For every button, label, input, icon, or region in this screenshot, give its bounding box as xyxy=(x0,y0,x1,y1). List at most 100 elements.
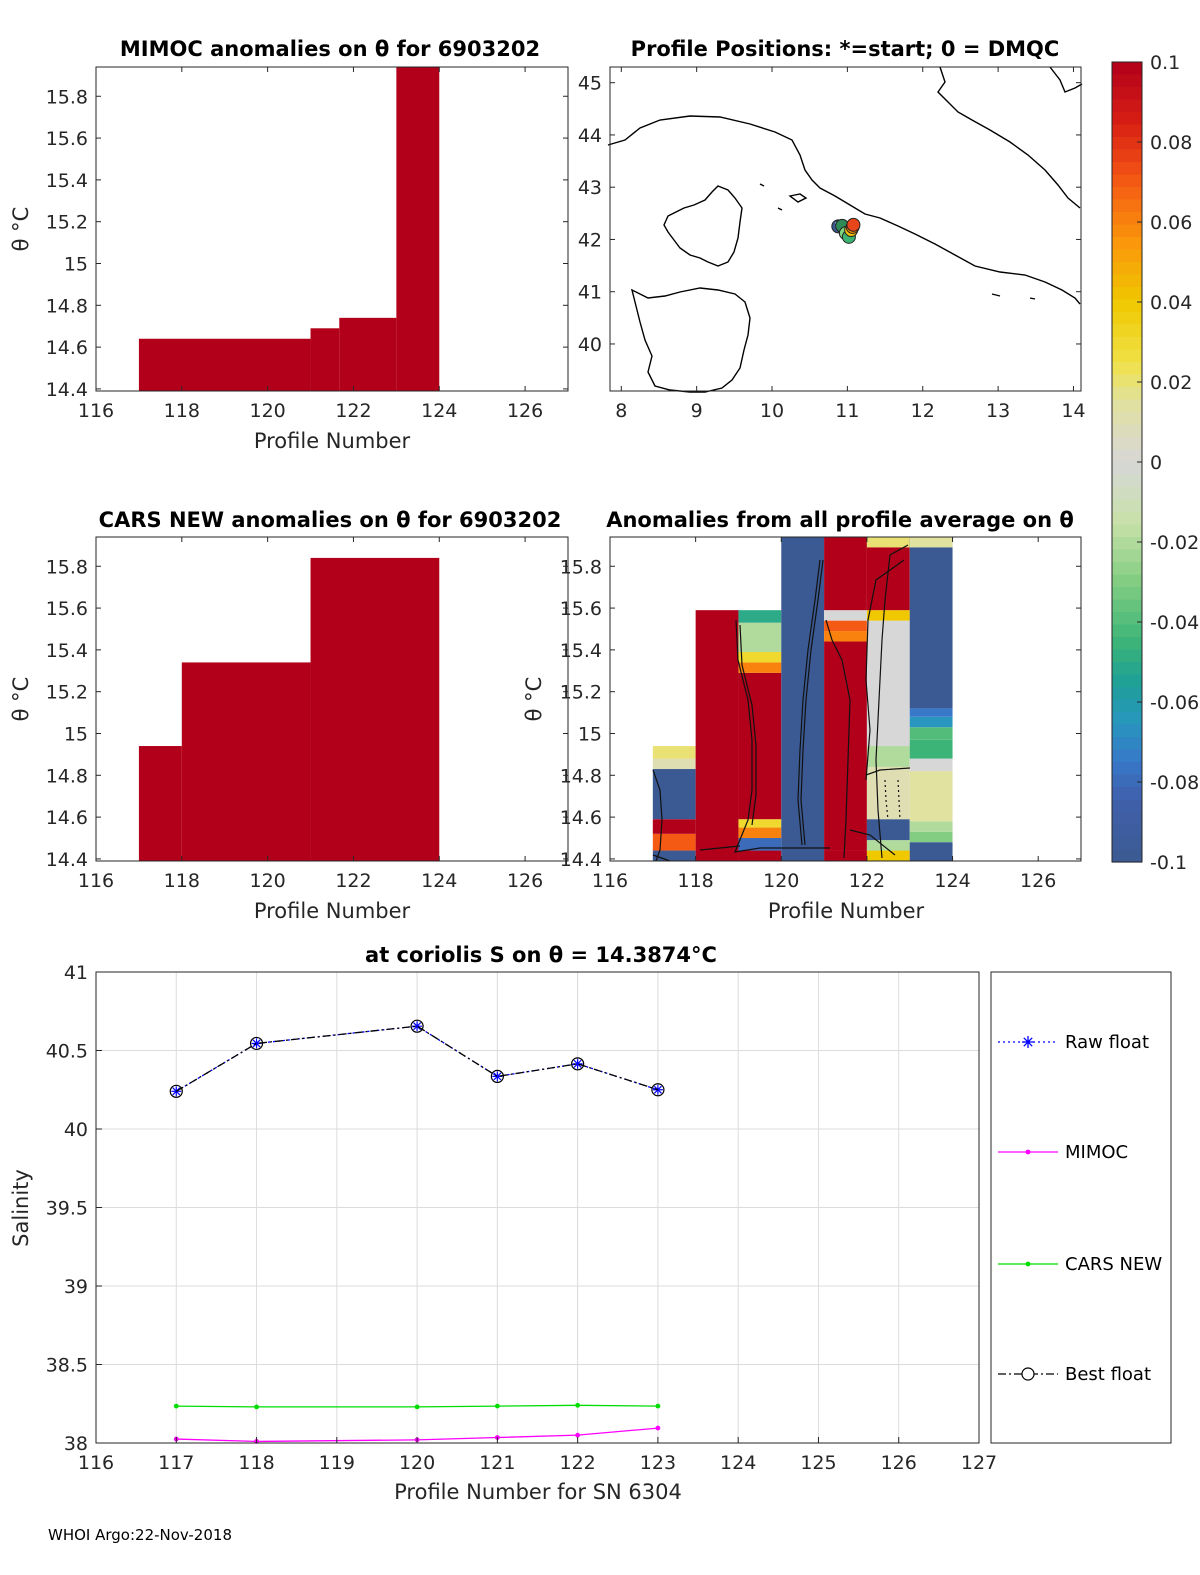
x-tick-label: 122 xyxy=(335,870,371,892)
x-tick-label: 122 xyxy=(335,400,371,422)
legend-marker xyxy=(1025,1149,1031,1155)
colorbar-band xyxy=(1112,424,1142,438)
contour-8 xyxy=(825,619,851,859)
heatmap-cell xyxy=(310,557,440,861)
x-tick-label: 116 xyxy=(78,870,114,892)
y-tick-label: 15.8 xyxy=(46,556,88,578)
heatmap-cell xyxy=(909,821,953,832)
x-tick-label: 118 xyxy=(164,870,200,892)
contour-5 xyxy=(800,559,824,846)
series-point xyxy=(254,1404,259,1410)
y-tick-label: 14.4 xyxy=(560,849,602,871)
salinity-ticks: 116 117 118 119 120 121 122 123 124 125 126 127 38 38… xyxy=(46,962,997,1474)
colorbar-gradient xyxy=(1112,62,1142,863)
allavg-dotted-contours xyxy=(884,779,901,821)
colorbar-band xyxy=(1112,837,1142,851)
colorbar-band xyxy=(1112,262,1142,276)
x-tick-label: 127 xyxy=(961,1452,997,1474)
heatmap-cell xyxy=(866,850,910,861)
legend-box xyxy=(990,971,1172,1444)
series-point xyxy=(251,1038,262,1049)
series-line xyxy=(176,1404,658,1408)
contour-dotted-2 xyxy=(897,779,901,821)
x-tick-label: 120 xyxy=(399,1452,435,1474)
heatmap-cell xyxy=(738,827,782,839)
y-tick-label: 15.4 xyxy=(560,640,602,662)
coastline-islet-3 xyxy=(991,293,1001,297)
series-point xyxy=(173,1403,179,1409)
colorbar-band xyxy=(1112,799,1142,813)
positions-title: Profile Positions: *=start; 0 = DMQC xyxy=(631,37,1060,61)
mimoc-axes-box xyxy=(95,66,569,392)
y-tick-label: 42 xyxy=(578,229,602,251)
colorbar-band xyxy=(1112,87,1142,101)
allavg-xlabel: Profile Number xyxy=(768,899,925,923)
series-line xyxy=(176,1427,658,1443)
y-tick-label: 38.5 xyxy=(46,1355,88,1377)
colorbar-band xyxy=(1112,712,1142,726)
x-tick-label: 120 xyxy=(250,400,286,422)
colorbar-band xyxy=(1112,187,1142,201)
y-tick-label: 15 xyxy=(64,723,88,745)
colorbar-tick-label: 0.04 xyxy=(1150,292,1192,314)
colorbar-tick-label: -0.04 xyxy=(1150,612,1199,634)
colorbar-band xyxy=(1112,762,1142,776)
colorbar-band xyxy=(1112,662,1142,676)
colorbar-band xyxy=(1112,462,1142,476)
colorbar-band xyxy=(1112,324,1142,338)
x-tick-label: 121 xyxy=(479,1452,515,1474)
y-tick-label: 14.8 xyxy=(560,765,602,787)
positions-ticks: 8 9 10 11 12 13 14 40 41 42 43 44 45 xyxy=(578,67,1086,422)
salinity-panel: at coriolis S on θ = 14.3874°C 116 117 118… xyxy=(9,943,997,1504)
colorbar-band xyxy=(1112,512,1142,526)
heatmap-cell xyxy=(396,67,440,391)
contour-1 xyxy=(652,769,663,862)
position-point xyxy=(846,217,861,232)
mimoc-ticks: 116 118 120 122 124 126 14.4 14.6 14.8 15 15.2 15.4… xyxy=(46,67,568,422)
x-tick-label: 126 xyxy=(1020,870,1056,892)
x-tick-label: 118 xyxy=(238,1452,274,1474)
allavg-panel: Anomalies from all profile average on θ … xyxy=(522,508,1082,923)
heatmap-cell xyxy=(909,708,953,717)
y-tick-label: 41 xyxy=(578,282,602,304)
profile-position-points: * xyxy=(831,217,861,244)
x-tick-label: 118 xyxy=(678,870,714,892)
colorbar-tick-label: 0.06 xyxy=(1150,212,1192,234)
allavg-cells xyxy=(652,537,953,861)
footer-text: WHOI Argo:22-Nov-2018 xyxy=(48,1526,232,1544)
coastline-islet-2 xyxy=(777,207,783,211)
heatmap-cell xyxy=(824,631,867,642)
series-point xyxy=(490,1069,504,1084)
heatmap-cell xyxy=(824,610,867,621)
y-tick-label: 45 xyxy=(578,73,602,95)
series-point xyxy=(571,1057,585,1071)
y-tick-label: 14.8 xyxy=(46,765,88,787)
x-tick-label: 116 xyxy=(592,870,628,892)
heatmap-cell xyxy=(652,758,696,770)
salinity-grid xyxy=(95,971,980,1444)
y-tick-label: 14.8 xyxy=(46,295,88,317)
heatmap-cell xyxy=(738,819,782,828)
x-tick-label: 122 xyxy=(560,1452,596,1474)
colorbar-band xyxy=(1112,449,1142,463)
contour-4 xyxy=(797,559,821,846)
y-tick-label: 15.2 xyxy=(46,212,88,234)
series-point xyxy=(575,1402,581,1408)
colorbar-tick-label: 0.08 xyxy=(1150,132,1192,154)
coastline-islet-1 xyxy=(759,183,765,187)
coastline-italy xyxy=(607,115,1081,305)
x-tick-label: 124 xyxy=(421,400,457,422)
colorbar-band xyxy=(1112,99,1142,113)
colorbar-band xyxy=(1112,299,1142,313)
positions-axes-box xyxy=(609,66,1082,392)
heatmap-cell xyxy=(909,537,953,709)
colorbar-band xyxy=(1112,787,1142,801)
colorbar-band xyxy=(1112,212,1142,226)
legend-marker xyxy=(1025,1261,1031,1267)
y-tick-label: 15 xyxy=(578,723,602,745)
colorbar-band xyxy=(1112,687,1142,701)
x-tick-label: 116 xyxy=(78,1452,114,1474)
series-point xyxy=(655,1403,661,1409)
colorbar-band xyxy=(1112,137,1142,151)
series-point xyxy=(572,1058,583,1069)
